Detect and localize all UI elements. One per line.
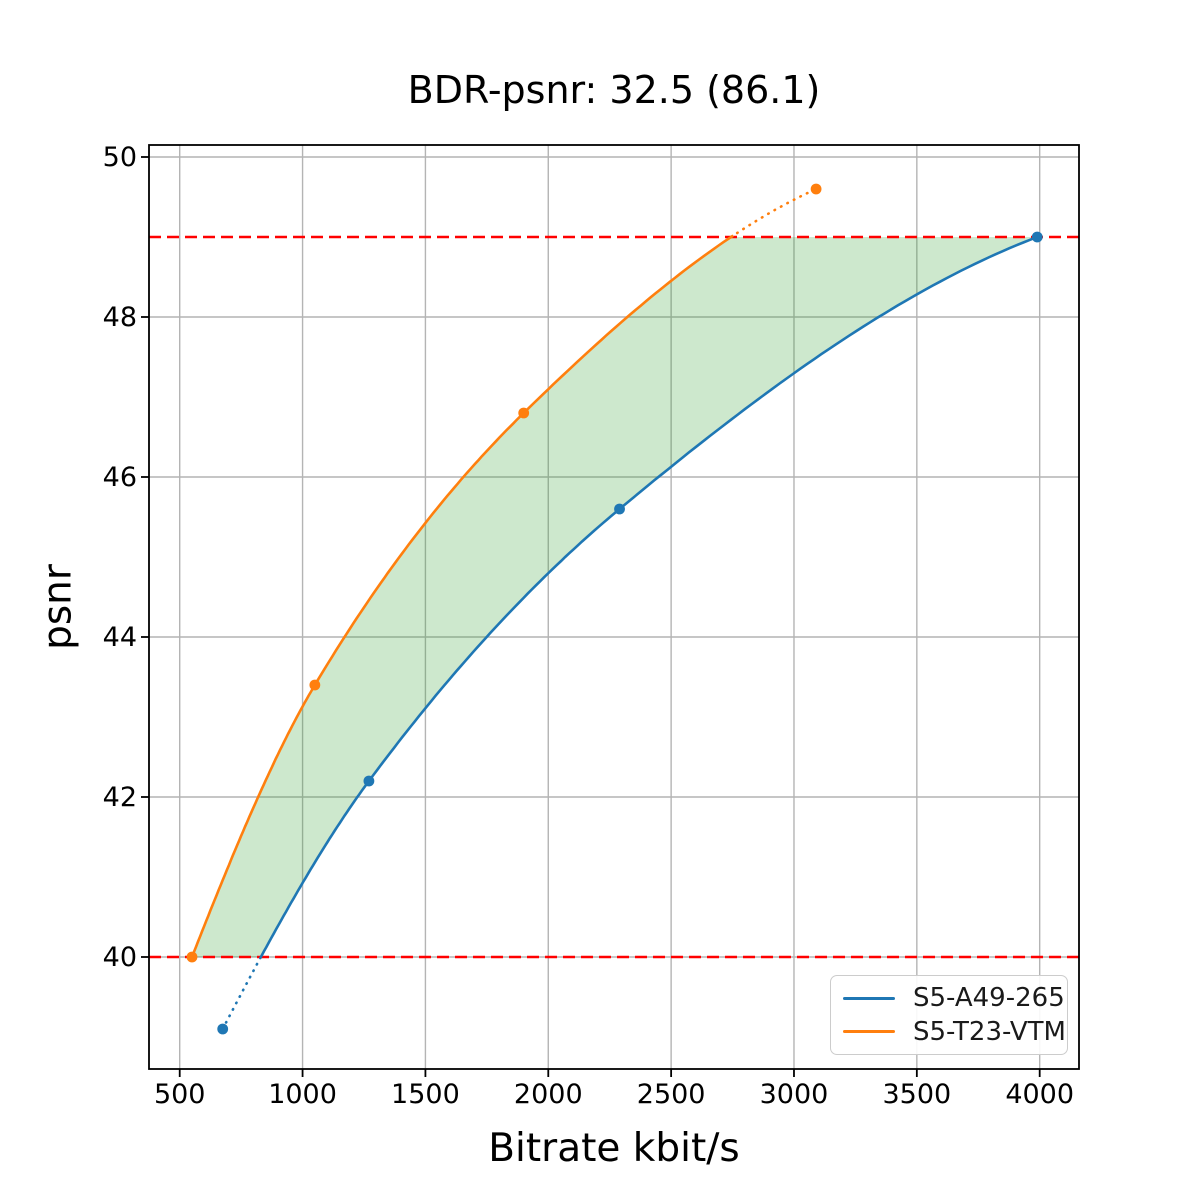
series-curve-dotted — [221, 955, 263, 1031]
bd-shaded-region — [192, 235, 1038, 958]
data-point-marker — [309, 679, 321, 691]
y-tick-label: 40 — [103, 942, 137, 973]
x-tick-label: 500 — [154, 1079, 206, 1110]
data-point-marker — [363, 775, 375, 787]
data-point-marker — [186, 951, 198, 963]
data-point-marker — [1031, 231, 1043, 243]
y-tick-label: 46 — [103, 462, 137, 493]
y-tick-label: 44 — [103, 622, 137, 653]
series-curve-dotted — [729, 187, 818, 239]
x-tick-label: 1500 — [391, 1079, 460, 1110]
x-tick-label: 2500 — [637, 1079, 706, 1110]
axes-border — [148, 144, 1080, 1070]
legend-line-icon — [843, 996, 895, 1001]
legend-entry: S5-T23-VTM — [843, 1017, 1066, 1047]
x-tick-label: 3500 — [882, 1079, 951, 1110]
y-tick-label: 50 — [103, 142, 137, 173]
data-point-marker — [810, 183, 822, 195]
y-tick-label: 48 — [103, 302, 137, 333]
series-curve-solid — [259, 235, 1038, 958]
legend-label: S5-A49-265 — [913, 983, 1065, 1014]
series-curve-solid — [190, 234, 734, 958]
legend-line-icon — [843, 1029, 895, 1034]
data-point-marker — [518, 407, 530, 419]
legend-label: S5-T23-VTM — [913, 1016, 1066, 1047]
legend: S5-A49-265 S5-T23-VTM — [830, 975, 1068, 1055]
y-tick-label: 42 — [103, 782, 137, 813]
x-tick-label: 3000 — [760, 1079, 829, 1110]
y-axis-label: psnr — [35, 564, 81, 650]
data-point-marker — [217, 1023, 229, 1035]
x-tick-label: 1000 — [268, 1079, 337, 1110]
x-tick-label: 4000 — [1005, 1079, 1074, 1110]
legend-entry: S5-A49-265 — [843, 983, 1065, 1013]
data-point-marker — [614, 503, 625, 515]
x-axis-label: Bitrate kbit/s — [488, 1126, 740, 1171]
x-tick-label: 2000 — [514, 1079, 583, 1110]
chart-title: BDR-psnr: 32.5 (86.1) — [407, 68, 821, 112]
